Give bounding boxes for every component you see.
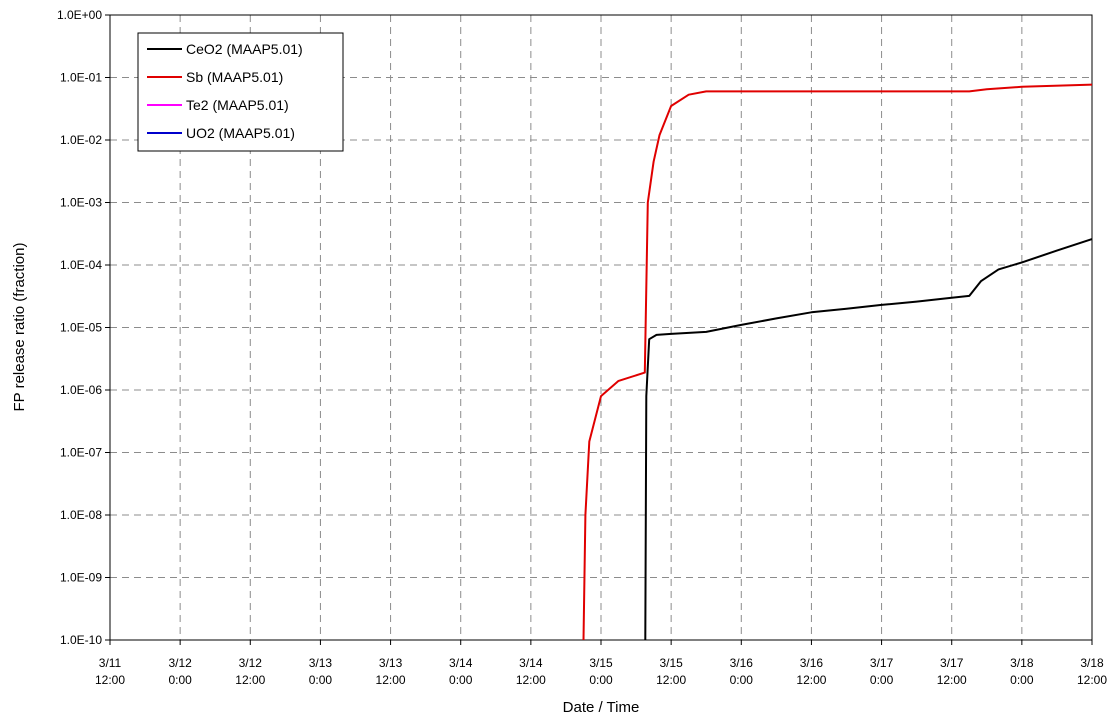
x-tick-date: 3/17: [940, 656, 964, 670]
x-tick-date: 3/18: [1010, 656, 1034, 670]
x-tick-date: 3/14: [519, 656, 543, 670]
y-tick-label: 1.0E-02: [60, 133, 102, 147]
legend: CeO2 (MAAP5.01) Sb (MAAP5.01) Te2 (MAAP5.0…: [137, 32, 344, 152]
legend-label-ceo2: CeO2 (MAAP5.01): [186, 41, 303, 57]
x-tick-time: 0:00: [1010, 673, 1034, 687]
x-tick-time: 12:00: [376, 673, 406, 687]
x-tick-time: 0:00: [589, 673, 613, 687]
x-tick-date: 3/16: [730, 656, 754, 670]
y-tick-label: 1.0E-08: [60, 508, 102, 522]
x-tick-time: 12:00: [656, 673, 686, 687]
x-tick-time: 0:00: [870, 673, 894, 687]
x-tick-date: 3/15: [659, 656, 683, 670]
x-axis-title: Date / Time: [563, 699, 640, 716]
x-tick-time: 0:00: [168, 673, 192, 687]
y-axis-ticks: 1.0E+00 1.0E-01 1.0E-02 1.0E-03 1.0E-04 1.0E-…: [57, 8, 110, 647]
x-tick-date: 3/16: [800, 656, 824, 670]
legend-label-uo2: UO2 (MAAP5.01): [186, 125, 295, 141]
series-lines: [582, 83, 1093, 641]
x-axis-ticks: 3/11 12:00 3/12 0:00 3/12 12:00 3/13 0:00 3/13 12…: [95, 640, 1107, 687]
x-tick-date: 3/11: [99, 656, 122, 670]
y-tick-label: 1.0E-06: [60, 383, 102, 397]
y-axis-title: FP release ratio (fraction): [11, 243, 28, 412]
y-tick-label: 1.0E-01: [60, 71, 102, 85]
x-tick-time: 12:00: [235, 673, 265, 687]
x-tick-time: 0:00: [730, 673, 754, 687]
y-tick-label: 1.0E-03: [60, 196, 102, 210]
y-tick-label: 1.0E-04: [60, 258, 102, 272]
legend-box: [137, 32, 344, 152]
y-tick-label: 1.0E+00: [57, 8, 102, 22]
series-line-ceo2: [644, 238, 1093, 641]
x-tick-date: 3/13: [309, 656, 333, 670]
series-line-sb: [582, 83, 1093, 641]
x-tick-time: 12:00: [516, 673, 546, 687]
x-tick-time: 12:00: [796, 673, 826, 687]
x-tick-time: 0:00: [309, 673, 333, 687]
y-tick-label: 1.0E-09: [60, 571, 102, 585]
y-tick-label: 1.0E-10: [60, 633, 102, 647]
y-tick-label: 1.0E-05: [60, 321, 102, 335]
x-tick-date: 3/18: [1080, 656, 1104, 670]
x-tick-date: 3/13: [379, 656, 403, 670]
y-tick-label: 1.0E-07: [60, 446, 102, 460]
x-tick-date: 3/14: [449, 656, 473, 670]
x-tick-time: 12:00: [937, 673, 967, 687]
x-tick-date: 3/12: [239, 656, 263, 670]
grid: [110, 15, 1092, 640]
x-tick-date: 3/15: [589, 656, 613, 670]
x-tick-time: 12:00: [95, 673, 125, 687]
x-tick-date: 3/17: [870, 656, 894, 670]
x-tick-date: 3/12: [168, 656, 192, 670]
legend-label-te2: Te2 (MAAP5.01): [186, 97, 289, 113]
x-tick-time: 12:00: [1077, 673, 1107, 687]
x-tick-time: 0:00: [449, 673, 473, 687]
legend-label-sb: Sb (MAAP5.01): [186, 69, 283, 85]
